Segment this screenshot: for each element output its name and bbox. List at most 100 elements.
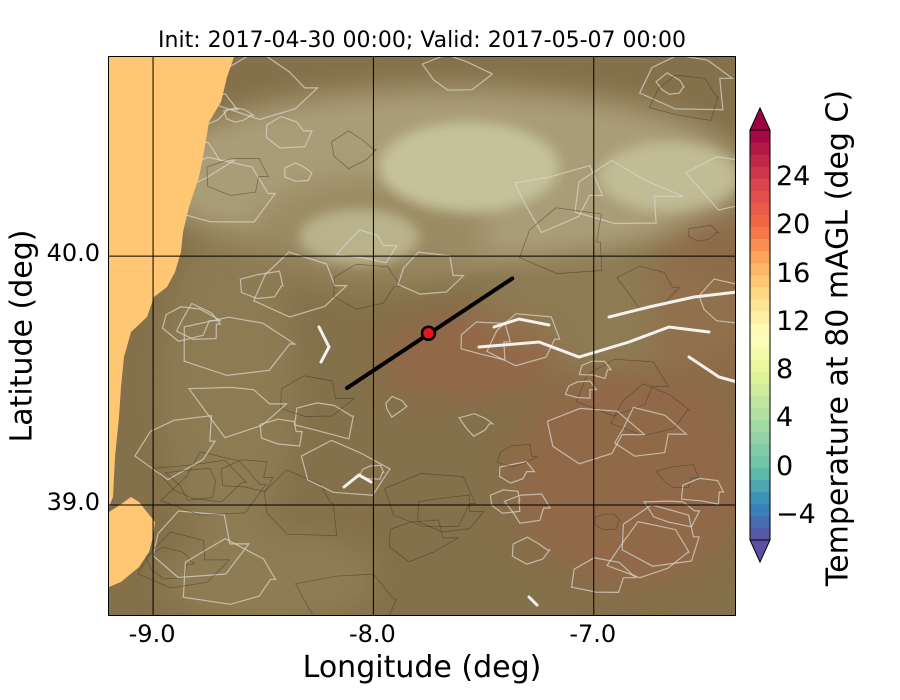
terrain-shade	[599, 142, 735, 212]
colorbar-segment	[750, 154, 770, 167]
contour-line	[680, 477, 725, 505]
colorbar-extend-max	[749, 106, 771, 131]
contour-line	[152, 510, 251, 579]
colorbar-tick-label: 0	[776, 450, 794, 482]
contour-line	[206, 157, 269, 196]
x-tick-label: -8.0	[348, 620, 396, 648]
colorbar-segment	[750, 359, 770, 372]
colorbar-segment	[750, 335, 770, 348]
colorbar-segment	[750, 371, 770, 384]
contour-line	[489, 489, 521, 514]
colorbar-segment	[750, 238, 770, 252]
contour-line	[384, 473, 476, 527]
colorbar-segment	[750, 503, 770, 517]
contour-line	[161, 306, 222, 342]
contour-line	[621, 504, 700, 567]
river-channel	[492, 317, 551, 329]
colorbar-segment	[750, 178, 770, 191]
terrain-shade	[649, 217, 735, 397]
colorbar-segment	[750, 286, 770, 300]
gridlines	[109, 57, 735, 615]
colorbar-frame	[749, 129, 771, 541]
colorbar-segment	[750, 142, 770, 155]
contour-line	[358, 464, 385, 480]
contour-line	[239, 270, 284, 300]
contour-line	[417, 494, 485, 533]
contour-line	[655, 72, 686, 96]
colorbar-segment	[750, 395, 770, 408]
terrain-layer	[149, 87, 735, 615]
contour-line	[564, 380, 598, 399]
terrain-shade	[159, 527, 379, 615]
location-marker	[420, 325, 437, 342]
contour-line	[175, 302, 222, 341]
colorbar-label: Temperature at 80 mAGL (deg C)	[820, 89, 856, 587]
colorbar-segment	[750, 262, 770, 276]
contour-line	[280, 375, 355, 417]
x-axis-label: Longitude (deg)	[302, 650, 542, 685]
contour-line	[187, 386, 288, 439]
temperature-map	[109, 57, 735, 615]
river-channel	[342, 473, 373, 489]
colorbar-segment	[750, 202, 770, 215]
contour-line	[220, 459, 274, 492]
contour-line	[570, 557, 638, 594]
contour-line	[397, 251, 466, 295]
contour-line	[300, 439, 392, 496]
y-tick-label: 39.0	[46, 488, 100, 516]
colorbar-tick-label: 4	[776, 402, 794, 434]
ocean-region	[109, 57, 234, 587]
colorbar-extend-min	[749, 539, 771, 564]
contour-line	[333, 263, 402, 310]
contour-line	[498, 460, 536, 484]
contour-line	[252, 251, 349, 318]
terrain-shade	[379, 312, 559, 402]
contour-line	[574, 159, 684, 225]
contour-line	[613, 406, 688, 457]
colorbar-segment	[750, 419, 770, 432]
contour-line	[655, 464, 700, 489]
contour-line	[385, 395, 409, 418]
colorbar	[749, 106, 771, 564]
contour-line	[519, 207, 603, 274]
contour-line	[164, 468, 217, 501]
terrain-shade	[379, 122, 559, 212]
contour-line	[331, 130, 378, 170]
river-channel	[477, 325, 711, 359]
x-tick-label: -7.0	[569, 620, 617, 648]
contour-line	[265, 115, 313, 149]
contour-line	[421, 57, 493, 91]
colorbar-segment	[750, 479, 770, 493]
colorbar-tick-label: 12	[776, 305, 811, 337]
contour-line	[578, 360, 613, 380]
contour-line	[294, 573, 398, 615]
contour-line	[183, 316, 297, 377]
contour-line	[284, 162, 313, 182]
contour-line	[486, 313, 561, 367]
contour-line	[594, 513, 621, 531]
colorbar-segment	[750, 431, 770, 445]
contour-line	[649, 74, 719, 121]
colorbar-segment	[750, 407, 770, 420]
colorbar-segment	[750, 130, 770, 143]
colorbar-segment	[750, 383, 770, 396]
terrain-shade	[299, 209, 419, 265]
contour-line	[643, 500, 701, 528]
contour-line	[458, 413, 495, 437]
contour-line	[153, 459, 248, 503]
contour-line	[223, 107, 256, 123]
colorbar-tick-label: 16	[776, 257, 811, 289]
colorbar-segment	[750, 443, 770, 457]
contour-line	[137, 531, 231, 589]
plot-title: Init: 2017-04-30 00:00; Valid: 2017-05-0…	[158, 28, 686, 53]
colorbar-segment	[750, 467, 770, 481]
contour-line	[688, 224, 720, 242]
map-area	[108, 56, 736, 616]
river-channel	[687, 355, 735, 384]
colorbar-tick-label: −4	[776, 498, 816, 530]
contour-line	[684, 156, 735, 211]
contour-line	[182, 537, 277, 605]
river-layer	[317, 290, 735, 607]
river-channel	[527, 595, 539, 607]
contour-line	[610, 383, 691, 437]
